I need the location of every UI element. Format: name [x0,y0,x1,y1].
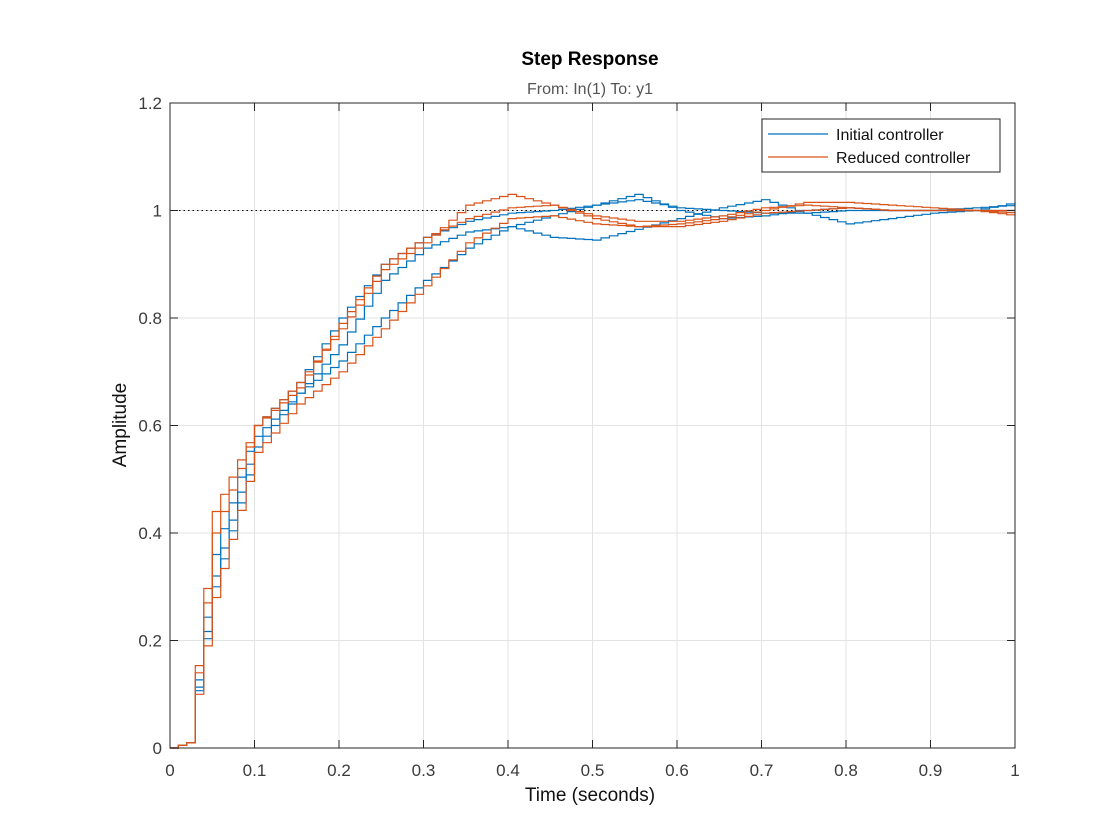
x-tick-label: 1 [1010,761,1019,780]
y-tick-label: 0.2 [138,632,162,651]
x-tick-label: 0.4 [496,761,520,780]
x-tick-labels: 0 0.1 0.2 0.3 0.4 0.5 0.6 0.7 0.8 0.9 1 [165,761,1019,780]
x-tick-label: 0.1 [243,761,267,780]
legend-label-reduced: Reduced controller [836,150,971,167]
chart-subtitle: From: In(1) To: y1 [527,81,653,98]
chart-title: Step Response [521,49,658,70]
x-tick-label: 0.8 [834,761,858,780]
y-tick-label: 0.8 [138,309,162,328]
legend-box [761,118,1001,173]
x-axis-label: Time (seconds) [525,785,655,806]
x-tick-label: 0.5 [581,761,605,780]
x-tick-label: 0.3 [412,761,436,780]
legend: Initial controller Reduced controller [761,118,1001,173]
y-tick-label: 0.4 [138,524,162,543]
x-tick-label: 0.7 [750,761,774,780]
x-tick-label: 0.9 [919,761,943,780]
y-tick-label: 0.6 [138,417,162,436]
y-tick-label: 0 [153,739,162,758]
x-tick-label: 0 [165,761,174,780]
y-tick-labels: 0 0.2 0.4 0.6 0.8 1 1.2 [138,94,162,758]
series-line-reduced-4 [170,201,1016,749]
x-tick-label: 0.6 [665,761,689,780]
axis-ticks [169,102,1016,749]
y-tick-label: 1 [153,202,162,221]
legend-label-initial: Initial controller [836,127,944,144]
y-axis-label: Amplitude [110,383,131,468]
y-tick-label: 1.2 [138,94,162,113]
series-line-initial-2 [170,199,1016,749]
x-tick-label: 0.2 [327,761,351,780]
plot-area [170,193,1016,749]
series-line-reduced-5 [170,204,1015,749]
